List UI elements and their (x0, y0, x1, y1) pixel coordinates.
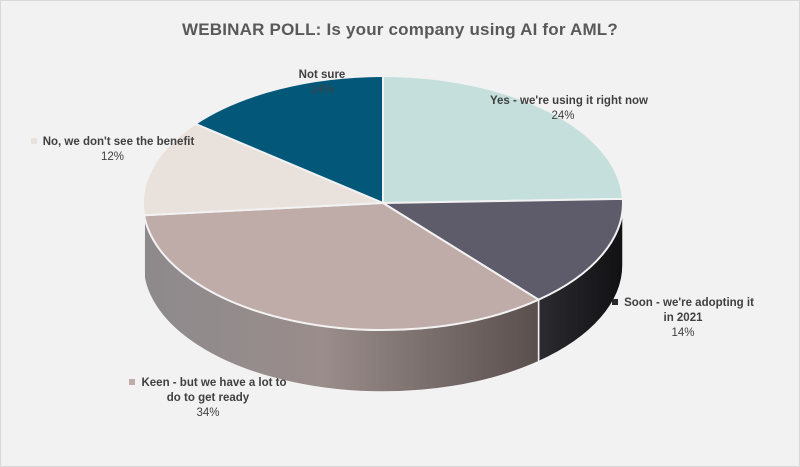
slice-label-soon: Soon - we're adopting it in 2021 14% (608, 296, 758, 341)
slice-percent: 14% (310, 84, 334, 96)
legend-marker (129, 379, 136, 385)
pie-slice-no-we-don-t-see-the-benefit (142, 122, 384, 217)
slice-percent: 12% (100, 151, 125, 163)
legend-marker (477, 97, 484, 103)
slice-label-not-sure: Not sure 14% (262, 68, 382, 98)
slice-percent: 24% (551, 110, 575, 122)
pie-tops (142, 75, 624, 331)
chart-title: WEBINAR POLL: Is your company using AI f… (182, 20, 618, 39)
slice-name: Soon - we're adopting it in 2021 (624, 297, 754, 324)
slice-label-yes: Yes - we're using it right now 24% (448, 94, 678, 124)
slice-name: Keen - but we have a lot to do to get re… (141, 377, 287, 404)
pie-slice-keen-but-we-have-a-lot-to-do-to-get-ready (143, 202, 540, 331)
pie-slice-not-sure (194, 75, 384, 204)
pie-slice-soon-we-re-adopting-it-in-2021 (382, 197, 624, 301)
slice-name: Yes - we're using it right now (489, 95, 648, 107)
pie-slice-yes-we-re-using-it-right-now (382, 75, 624, 204)
legend-marker (612, 299, 619, 305)
slice-name: Not sure (298, 69, 346, 81)
slice-label-keen: Keen - but we have a lot to do to get re… (128, 376, 288, 421)
slice-percent: 14% (671, 327, 695, 339)
legend-marker (30, 138, 37, 144)
slice-percent: 34% (196, 407, 220, 419)
slice-label-no: No, we don't see the benefit 12% (30, 135, 195, 165)
slice-name: No, we don't see the benefit (42, 136, 195, 148)
